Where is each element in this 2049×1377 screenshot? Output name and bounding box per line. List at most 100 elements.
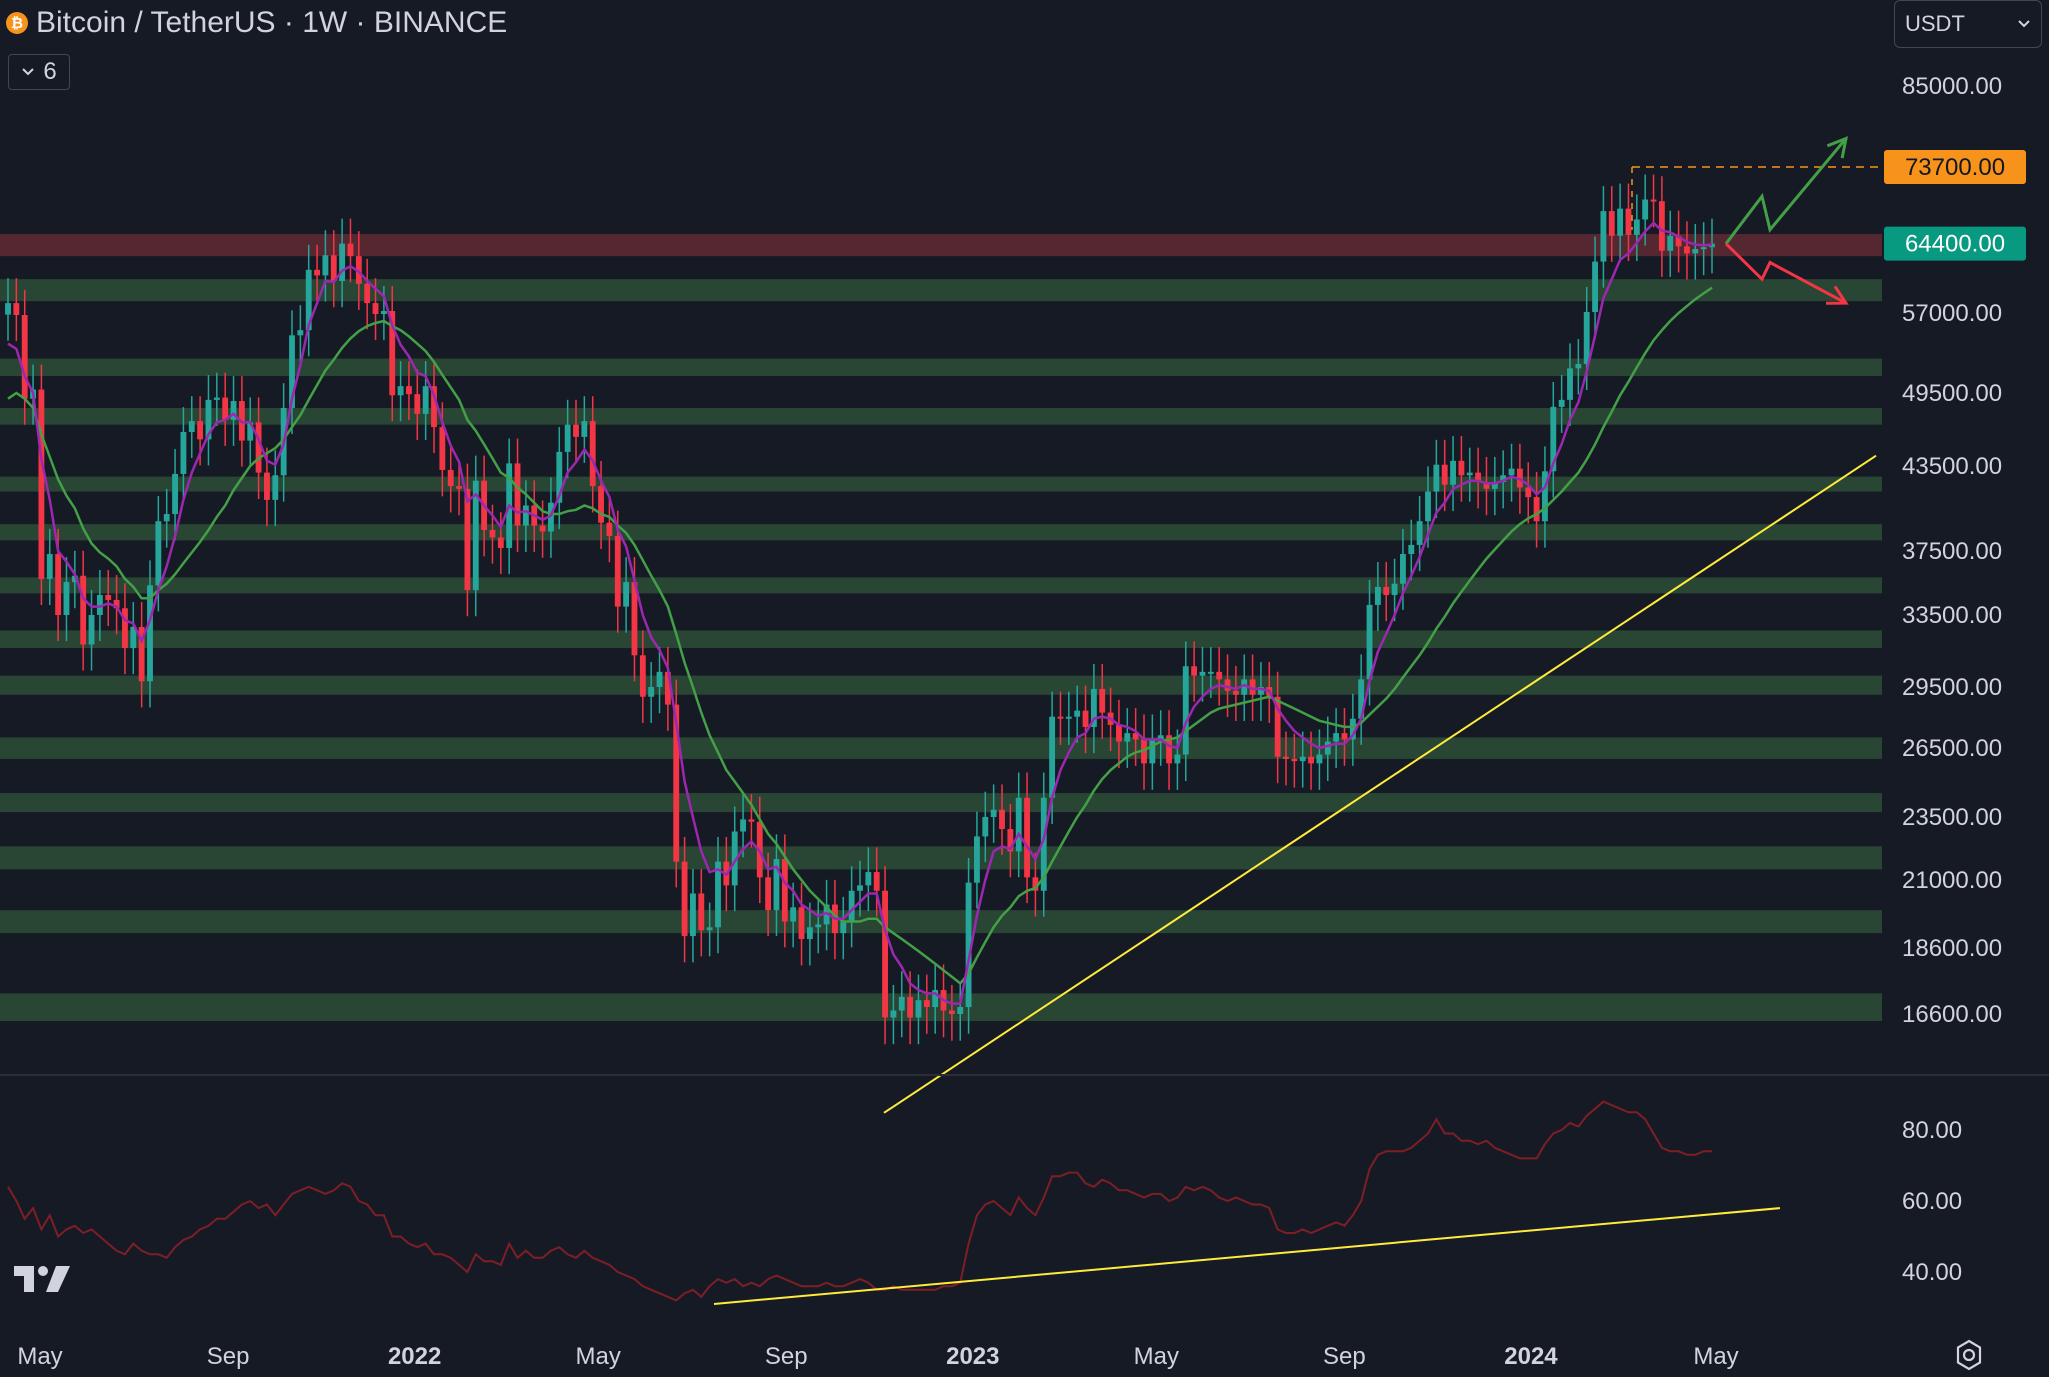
symbol-header[interactable]: ₿ Bitcoin / TetherUS · 1W · BINANCE <box>6 6 507 40</box>
currency-select[interactable]: USDT <box>1894 0 2042 48</box>
candle-body <box>548 502 554 532</box>
candle-body <box>38 389 45 579</box>
candle-body <box>431 386 437 428</box>
candle-body <box>1149 739 1156 764</box>
candle-body <box>1408 544 1415 555</box>
candle-body <box>1274 696 1281 757</box>
support-zone <box>0 630 1882 649</box>
candle-body <box>1567 368 1573 400</box>
candle-body <box>197 421 204 440</box>
candle-body <box>1508 468 1515 476</box>
candle-body <box>447 469 454 487</box>
candle-body <box>1592 261 1598 313</box>
candle-body <box>948 1010 955 1014</box>
candle-body <box>1049 716 1056 798</box>
price-zones <box>0 234 1882 1022</box>
candle-body <box>656 671 663 687</box>
candle-body <box>230 401 237 420</box>
rsi-tick-label: 60.00 <box>1902 1188 1962 1215</box>
projection-arrows-layer <box>1724 136 1849 305</box>
indicators-toggle-button[interactable]: 6 <box>8 54 70 90</box>
x-tick-label: Sep <box>765 1343 808 1370</box>
candle-body <box>1450 460 1456 485</box>
candle-body <box>1525 487 1532 498</box>
moving-averages-layer <box>7 166 1880 1005</box>
candle-body <box>706 927 713 931</box>
candle-body <box>489 530 496 538</box>
candle-body <box>882 890 888 1018</box>
candle-body <box>673 704 680 862</box>
candle-body <box>96 595 103 615</box>
candle-body <box>865 872 872 886</box>
candle-body <box>155 521 162 586</box>
support-zone <box>0 793 1882 813</box>
y-tick-label: 29500.00 <box>1902 674 2002 701</box>
support-zone <box>0 408 1882 425</box>
candle-body <box>1024 797 1030 878</box>
candle-body <box>873 872 880 891</box>
support-zone <box>0 476 1882 492</box>
candle-body <box>222 397 229 420</box>
candle-body <box>1542 471 1548 522</box>
candle-body <box>1675 235 1682 247</box>
candle-body <box>247 422 254 441</box>
x-tick-label: May <box>17 1343 62 1370</box>
candle-body <box>1090 688 1097 727</box>
candle-body <box>389 311 396 396</box>
candle-body <box>731 831 738 886</box>
candle-body <box>1600 211 1607 262</box>
currency-value: USDT <box>1905 11 1965 36</box>
candle-body <box>1550 406 1557 472</box>
candle-body <box>364 283 371 304</box>
candle-body <box>1216 671 1223 680</box>
candle-body <box>1174 754 1181 764</box>
candle-body <box>522 505 529 526</box>
trendline-support <box>883 454 1877 1114</box>
candle-body <box>564 424 571 452</box>
candle-body <box>715 861 721 928</box>
x-tick-label: Sep <box>1323 1343 1366 1370</box>
candle-body <box>999 809 1005 830</box>
tradingview-logo[interactable] <box>12 1262 78 1298</box>
y-tick-label: 57000.00 <box>1902 300 2002 327</box>
candle-body <box>1099 688 1106 713</box>
candle-body <box>1650 199 1657 202</box>
candle-body <box>1400 554 1406 584</box>
candle-body <box>1249 679 1256 695</box>
current-price-badge <box>1884 226 2026 261</box>
support-zone <box>0 846 1882 870</box>
support-zone <box>0 737 1882 759</box>
candle-body <box>1057 716 1064 719</box>
candle-body <box>272 475 279 500</box>
candle-body <box>1642 199 1649 220</box>
candle-body <box>589 421 596 487</box>
candle-body <box>923 1000 930 1008</box>
gear-icon[interactable] <box>1952 1338 1986 1372</box>
candle-body <box>1684 246 1690 254</box>
candle-body <box>205 399 212 440</box>
candle-body <box>355 256 362 284</box>
candle-body <box>1308 756 1314 764</box>
candle-body <box>130 626 137 649</box>
trendline-layer <box>883 454 1877 1114</box>
candle-body <box>1558 399 1565 407</box>
support-zone <box>0 910 1882 934</box>
target-price-badge <box>1884 150 2026 185</box>
candle-body <box>1040 797 1047 891</box>
candle-body <box>623 582 630 607</box>
candle-body <box>380 311 387 314</box>
rsi-trendline <box>713 1207 1781 1305</box>
candle-body <box>848 890 855 922</box>
candle-body <box>314 269 320 276</box>
candle-body <box>556 451 563 503</box>
x-tick-label: May <box>575 1343 620 1370</box>
candle-body <box>1466 472 1473 476</box>
candle-body <box>1533 497 1540 522</box>
y-tick-label: 18600.00 <box>1902 935 2002 962</box>
candle-body <box>21 314 28 399</box>
candle-body <box>1299 756 1306 762</box>
candle-body <box>1199 671 1206 676</box>
candle-body <box>581 421 588 437</box>
candle-body <box>1358 679 1365 719</box>
